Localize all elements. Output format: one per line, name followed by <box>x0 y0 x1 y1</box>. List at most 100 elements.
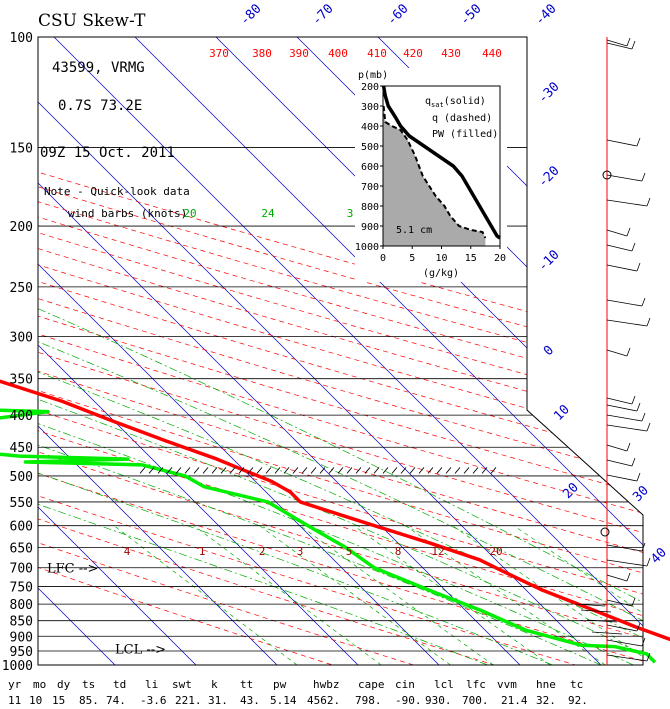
wind-barb <box>606 444 628 452</box>
dry-adiabat <box>38 37 643 665</box>
inset-xtick-label: 10 <box>435 253 447 264</box>
hatch-mark <box>364 467 371 474</box>
pressure-label: 900 <box>10 630 33 645</box>
isotherm-line <box>38 37 602 665</box>
hatch-mark <box>220 467 227 474</box>
isotherm-line <box>38 37 197 665</box>
moist-adiabat <box>38 196 643 665</box>
theta-label: 370 <box>209 47 229 60</box>
hatch-mark <box>454 467 461 474</box>
inset-ytick-label: 800 <box>361 202 379 213</box>
wind-barb-flag <box>641 637 646 647</box>
wind-barb-flag <box>636 622 641 632</box>
hatch-mark <box>319 467 326 474</box>
stat-value-li: -3.6 <box>140 694 167 707</box>
dry-adiabat <box>38 37 643 665</box>
wind-barb <box>606 599 633 607</box>
wind-barbs <box>574 37 651 665</box>
hatch-mark <box>373 467 380 474</box>
stat-value-pw: 5.14 <box>270 694 297 707</box>
wind-barb-flag <box>641 172 646 182</box>
dry-adiabat <box>38 37 643 665</box>
isotherm-label: 0 <box>541 343 557 359</box>
pressure-label: 350 <box>10 373 33 388</box>
wind-barb <box>606 397 633 405</box>
hatch-mark <box>247 467 254 474</box>
calm-wind-circle <box>602 170 612 180</box>
wind-barb-flag <box>646 422 651 432</box>
dry-adiabat <box>38 37 375 665</box>
hatch-mark <box>445 467 452 474</box>
stat-header-cin: cin <box>395 678 415 691</box>
pressure-label: 100 <box>10 31 33 46</box>
stat-header-dy: dy <box>57 678 71 691</box>
wind-barb <box>580 609 612 613</box>
pressure-label: 550 <box>10 496 33 511</box>
stat-value-hne: 32. <box>536 694 556 707</box>
pressure-label: 200 <box>10 220 33 235</box>
stat-header-k: k <box>211 678 218 691</box>
hatch-mark <box>463 467 470 474</box>
temperature-profile <box>0 379 670 642</box>
hatch-mark <box>337 467 344 474</box>
dry-adiabat <box>38 37 621 665</box>
hatch-mark <box>391 467 398 474</box>
lcl-label: LCL --> <box>115 643 166 658</box>
note-text: Note - Quick-look data <box>44 185 190 198</box>
wind-barb <box>606 459 633 467</box>
inset-xtick-label: 20 <box>494 253 506 264</box>
mixing-ratio-label: 12 <box>431 545 444 558</box>
chart-title: CSU Skew-T <box>38 11 146 31</box>
pressure-label: 500 <box>10 470 33 485</box>
qsat-line <box>381 85 501 240</box>
isotherm-line <box>38 37 359 665</box>
stat-header-swt: swt <box>172 678 192 691</box>
wind-barb-flag <box>641 412 646 422</box>
pressure-label: 1000 <box>2 659 33 674</box>
stat-value-lfc: 700. <box>462 694 489 707</box>
hatch-mark <box>328 467 335 474</box>
hatch-mark <box>346 467 353 474</box>
hatch-mark <box>166 467 173 474</box>
hatch-mark <box>301 467 308 474</box>
wind-barb-flag <box>631 597 636 607</box>
theta-e-label: 24 <box>261 207 275 220</box>
stat-value-swt: 221. <box>175 694 202 707</box>
dry-adiabat <box>38 37 643 665</box>
dewpoint-profile <box>0 408 657 664</box>
mixing-ratio-label: 1 <box>199 545 206 558</box>
mixing-ratio-label: 8 <box>395 545 402 558</box>
hatch-mark <box>310 467 317 474</box>
stat-value-vvm: 21.4 <box>501 694 528 707</box>
wind-barb-flag <box>626 572 631 582</box>
dry-adiabat <box>38 37 643 665</box>
pressure-label: 400 <box>10 409 33 424</box>
dry-adiabat <box>38 37 643 665</box>
hatch-mark <box>265 467 272 474</box>
dry-adiabat <box>38 37 643 665</box>
wind-barb <box>606 229 628 237</box>
mixing-ratio-label: 2 <box>259 545 266 558</box>
wind-barb-flag <box>631 395 636 405</box>
inset-ytick-label: 500 <box>361 142 379 153</box>
wind-barb <box>606 414 643 422</box>
theta-e-label: 20 <box>183 207 196 220</box>
mixing-ratio-line <box>259 525 451 665</box>
hatch-mark <box>427 467 434 474</box>
isotherm-label: -40 <box>532 1 559 28</box>
pressure-label: 750 <box>10 581 33 596</box>
inset-ylabel: p(mb) <box>358 70 388 81</box>
wind-barb-flag <box>626 227 631 237</box>
plot-frame <box>37 36 644 666</box>
stat-value-mo: 10 <box>29 694 42 707</box>
inset-xlabel: (g/kg) <box>423 268 459 279</box>
q-line <box>382 105 487 239</box>
wind-barb <box>606 544 643 552</box>
pressure-label: 300 <box>10 331 33 346</box>
dry-adiabat <box>38 37 643 665</box>
theta-label: 410 <box>367 47 387 60</box>
moist-adiabat <box>38 196 634 665</box>
wind-barb-flag <box>641 542 646 552</box>
hatch-mark <box>274 467 281 474</box>
